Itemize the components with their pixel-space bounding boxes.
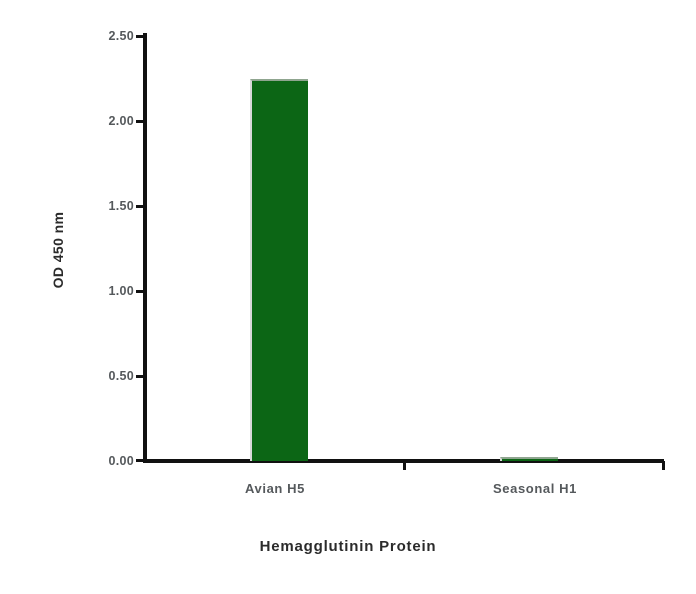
- y-axis-tick-labels: 2.50 2.00 1.50 1.00 0.50 0.00: [78, 0, 134, 594]
- x-axis-title: Hemagglutinin Protein: [259, 538, 437, 555]
- y-tick-label-0-00: 0.00: [108, 454, 134, 468]
- y-tick-label-2-50: 2.50: [108, 29, 134, 43]
- x-category-label-avian-h5: Avian H5: [245, 481, 305, 496]
- bar-seasonal-h1: [500, 457, 558, 461]
- y-axis-title: OD 450 nm: [50, 211, 66, 289]
- y-tick-mark-2-00: [136, 120, 145, 123]
- y-tick-mark-0-50: [136, 375, 145, 378]
- y-axis-line: [143, 33, 147, 463]
- y-tick-mark-0-00: [136, 459, 145, 462]
- x-tick-mark-end: [662, 461, 665, 470]
- y-tick-mark-1-50: [136, 205, 145, 208]
- x-tick-mark-mid: [403, 461, 406, 470]
- plot-area: [136, 35, 664, 462]
- y-tick-mark-1-00: [136, 290, 145, 293]
- x-category-label-seasonal-h1: Seasonal H1: [493, 481, 577, 496]
- bar-avian-h5: [250, 79, 308, 461]
- y-tick-label-0-50: 0.50: [108, 369, 134, 383]
- y-tick-label-2-00: 2.00: [108, 114, 134, 128]
- y-tick-label-1-50: 1.50: [108, 199, 134, 213]
- y-tick-label-1-00: 1.00: [108, 284, 134, 298]
- y-tick-mark-2-50: [136, 35, 145, 38]
